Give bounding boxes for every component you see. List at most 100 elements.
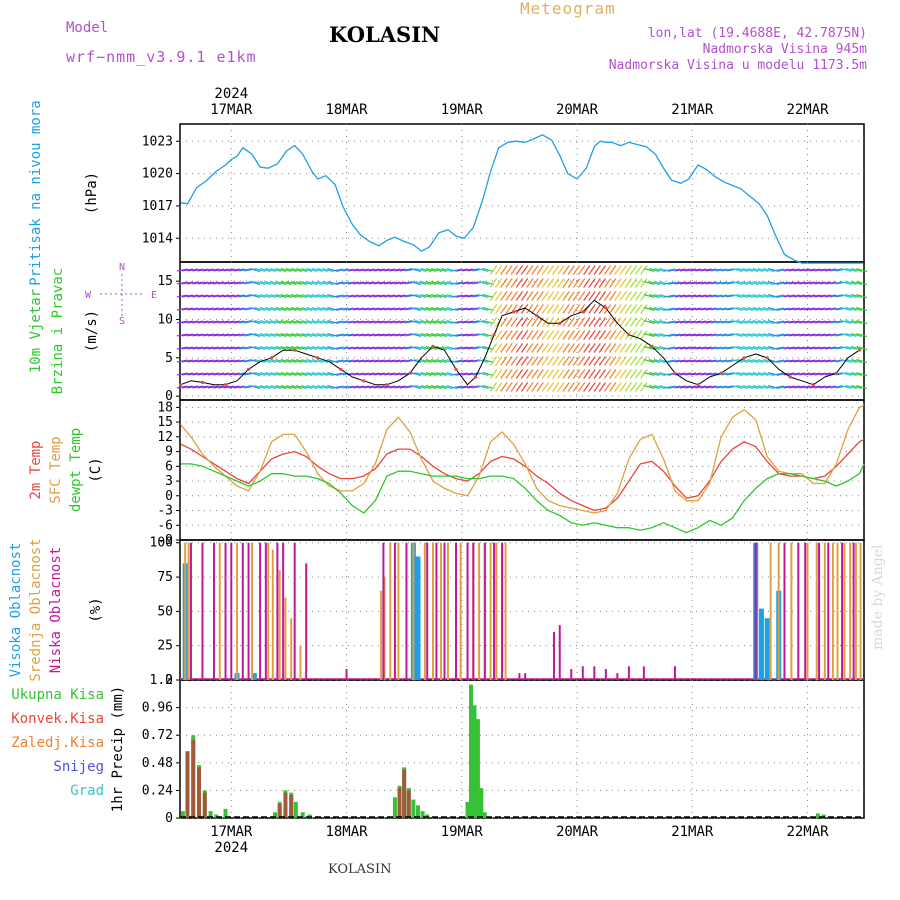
wind-barb	[799, 359, 811, 363]
wind-barb	[619, 343, 627, 353]
wind-barb	[270, 280, 282, 286]
wind-barb	[614, 278, 622, 288]
wind-barb	[373, 294, 385, 298]
wind-barb	[347, 268, 359, 272]
cloud_low-bar	[405, 542, 408, 680]
cloud_mid-bar	[489, 542, 492, 680]
wind-barb	[327, 332, 339, 338]
wind-barb	[389, 294, 401, 298]
wind-barb	[552, 356, 560, 366]
wind-barb	[752, 319, 764, 325]
wind-barb	[316, 293, 328, 299]
wind-barb	[456, 333, 468, 337]
wind-barb	[635, 304, 643, 314]
wind-barb	[239, 385, 251, 389]
wind-barb	[399, 281, 411, 285]
wind-barb	[819, 281, 831, 285]
wind-barb	[515, 356, 524, 366]
wind-barb	[799, 372, 811, 376]
wind-barb	[265, 319, 276, 325]
wind-barb	[700, 372, 712, 376]
precip_total-bar	[815, 813, 820, 818]
wind-barb	[567, 382, 575, 392]
wind-barb	[462, 294, 474, 298]
year-label-top: 2024	[214, 86, 248, 102]
wind-barb	[389, 359, 401, 363]
wind-barb	[609, 265, 617, 275]
wind-barb	[700, 346, 712, 350]
wind-barb	[425, 371, 437, 377]
wind-barb	[716, 294, 728, 298]
wind-barb	[456, 268, 468, 272]
panel-frame-precip	[179, 679, 865, 819]
wind-barb	[379, 385, 391, 389]
wind-barb	[482, 293, 494, 299]
wind-barb	[363, 333, 375, 337]
wind-barb	[332, 333, 344, 337]
wind-barb	[176, 320, 188, 324]
wind-barb	[249, 358, 261, 364]
wind-barb	[342, 281, 354, 285]
wind-barb	[856, 267, 868, 273]
wind-barb	[674, 268, 686, 272]
wind-barb	[373, 307, 385, 311]
wind-barb	[685, 385, 697, 389]
cloud_mid-bar	[389, 542, 392, 680]
wind-barb	[536, 291, 544, 301]
wind-barb	[825, 320, 837, 324]
wind-barb	[249, 345, 261, 351]
wind-barb	[259, 293, 271, 299]
wind-barb	[695, 359, 707, 363]
wind-barb	[176, 333, 188, 337]
wind-barb	[301, 280, 313, 286]
wind-barb	[588, 265, 596, 275]
wind-barb	[332, 359, 344, 363]
cloud_mid-bar	[446, 542, 449, 680]
wind-barb	[635, 317, 643, 327]
wind-barb	[218, 359, 230, 363]
wind-barb	[290, 306, 302, 312]
wind-barb	[353, 346, 365, 350]
wind-speed-point	[650, 344, 654, 348]
wind-barb	[629, 382, 638, 392]
wind-barb	[373, 385, 385, 389]
wind-barb	[456, 320, 468, 324]
wind-barb	[510, 369, 518, 379]
wind-barb	[526, 369, 534, 379]
y-tick-label-precip: 0.24	[142, 783, 173, 798]
wind-barb	[233, 281, 245, 285]
wind-barb	[415, 319, 427, 325]
wind-barb	[747, 319, 759, 325]
wind-barb	[306, 306, 318, 312]
wind-barb	[368, 320, 380, 324]
wind-barb	[674, 307, 686, 311]
wind-barb	[762, 371, 774, 377]
wind-barb	[557, 278, 565, 288]
wind-barb	[347, 281, 359, 285]
wind-barb	[441, 293, 453, 299]
wind-barb	[619, 317, 627, 327]
wind-barb	[762, 384, 774, 390]
wind-barb	[420, 371, 432, 377]
wind-barb	[368, 333, 380, 337]
precip_conv-bar	[283, 792, 288, 818]
wind-barb	[793, 281, 805, 285]
wind-barb	[583, 317, 591, 327]
wind-barb	[181, 359, 194, 363]
wind-barb	[218, 320, 230, 324]
wind-barb	[804, 307, 816, 311]
wind-barb	[500, 265, 508, 275]
wind-barb	[695, 281, 707, 285]
wind-barb	[430, 332, 442, 338]
wind-barb	[373, 281, 385, 285]
wind-barb	[482, 358, 494, 364]
wind-barb	[716, 333, 728, 337]
wind-barb	[700, 320, 712, 324]
wind-axis-title2: Brzina i Pravac	[50, 268, 66, 394]
wind-barb	[213, 320, 225, 324]
precip_conv-bar	[277, 804, 282, 818]
cloud_low-bar	[581, 666, 584, 680]
cloud_low-bar	[642, 666, 645, 680]
wind-barb	[778, 268, 790, 272]
wind-barb	[233, 294, 245, 298]
